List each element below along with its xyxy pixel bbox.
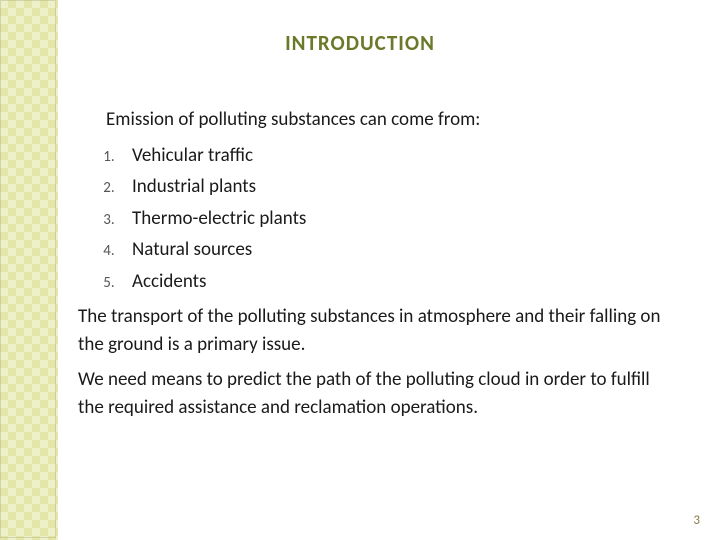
slide-title: INTRODUCTION <box>0 30 720 56</box>
list-item: Thermo-electric plants <box>118 205 668 233</box>
intro-text: Emission of polluting substances can com… <box>106 106 668 134</box>
paragraph-1: The transport of the polluting substance… <box>78 303 668 358</box>
list-item: Vehicular traffic <box>118 142 668 170</box>
sidebar-pattern <box>0 0 58 540</box>
list-item: Industrial plants <box>118 173 668 201</box>
page-number: 3 <box>693 513 700 528</box>
list-item: Accidents <box>118 268 668 296</box>
paragraph-2: We need means to predict the path of the… <box>78 366 668 421</box>
slide-body: Emission of polluting substances can com… <box>78 106 668 421</box>
sources-list: Vehicular traffic Industrial plants Ther… <box>78 142 668 296</box>
decorative-sidebar <box>0 0 58 540</box>
list-item: Natural sources <box>118 236 668 264</box>
